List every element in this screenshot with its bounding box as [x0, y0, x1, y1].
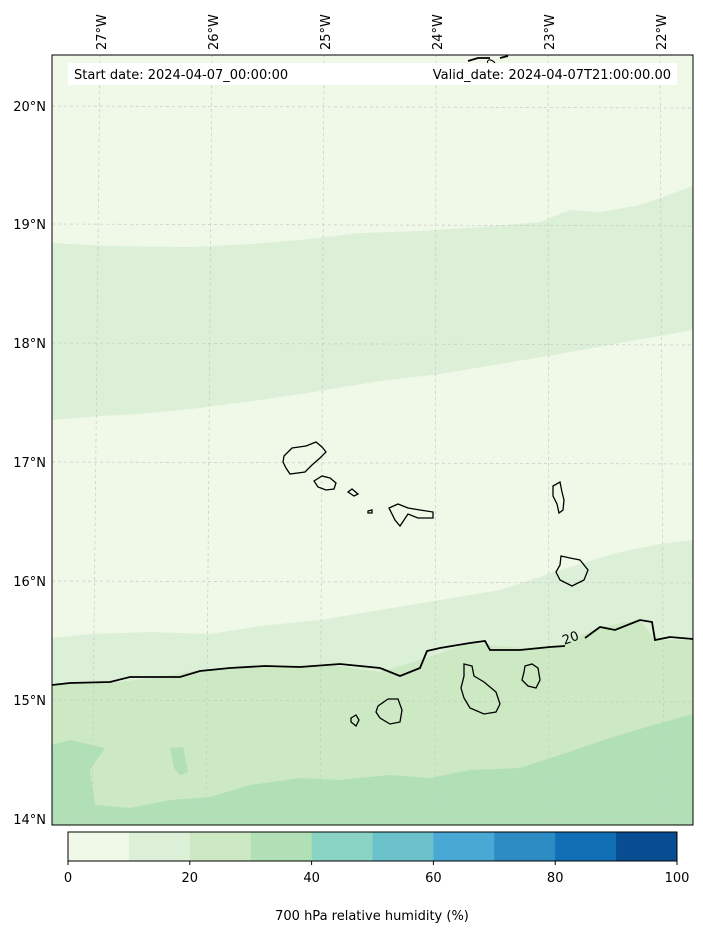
longitude-labels: 27°W 26°W 25°W 24°W 23°W 22°W	[95, 14, 670, 50]
island-sao-nicolau	[388, 503, 434, 528]
colorbar-swatch	[555, 832, 617, 861]
colorbar-swatch	[616, 832, 678, 861]
lat-label-19n: 19°N	[13, 218, 46, 233]
contour-20-line	[52, 619, 693, 686]
colorbar-swatch	[250, 832, 313, 861]
colorbar-tick-0: 0	[64, 871, 72, 886]
lon-label-27w: 27°W	[95, 14, 110, 50]
lon-label-23w: 23°W	[543, 14, 558, 50]
islands	[282, 441, 589, 728]
date-banner-bg	[68, 63, 677, 85]
start-date-label: Start date: 2024-04-07_00:00:00	[74, 68, 288, 83]
colorbar-swatch	[494, 832, 556, 861]
lat-label-16n: 16°N	[13, 575, 46, 590]
colorbar-swatch	[433, 832, 495, 861]
lon-label-24w: 24°W	[431, 14, 446, 50]
colorbar-swatch	[68, 832, 130, 861]
colorbar: 0 20 40 60 80 100 700 hPa relative humid…	[64, 831, 690, 924]
contour-top-fragment	[467, 55, 509, 62]
colorbar-swatch	[128, 832, 191, 861]
island-santa-luzia	[346, 488, 360, 497]
colorbar-label: 700 hPa relative humidity (%)	[275, 909, 469, 924]
island-sal	[552, 480, 565, 515]
colorbar-swatch	[372, 832, 434, 861]
island-boa-vista	[555, 555, 589, 587]
lon-label-26w: 26°W	[207, 14, 222, 50]
map-panel: 20 0 Start date: 2024-04-07_00:00:00 Val…	[52, 55, 693, 825]
colorbar-swatches	[68, 832, 678, 861]
colorbar-frame	[67, 831, 678, 862]
colorbar-swatch	[189, 832, 252, 861]
lon-label-22w: 22°W	[655, 14, 670, 50]
colorbar-swatch	[311, 832, 373, 861]
humidity-band-30-40	[52, 714, 693, 825]
island-santo-antao	[282, 441, 327, 475]
island-fogo	[375, 698, 403, 725]
lat-label-18n: 18°N	[13, 337, 46, 352]
island-santiago	[460, 663, 501, 715]
map-frame	[51, 54, 694, 826]
latitude-labels: 20°N 19°N 18°N 17°N 16°N 15°N 14°N	[13, 100, 46, 828]
lat-label-14n: 14°N	[13, 813, 46, 828]
colorbar-ticks	[67, 861, 678, 865]
colorbar-tick-20: 20	[182, 871, 199, 886]
lat-label-20n: 20°N	[13, 100, 46, 115]
graticule	[52, 55, 693, 825]
contour-label-20: 20	[560, 629, 581, 649]
colorbar-tick-60: 60	[425, 871, 442, 886]
island-brava	[350, 714, 360, 728]
humidity-band-10-20-north	[52, 186, 693, 420]
island-maio	[521, 663, 541, 689]
humidity-patch-30-40	[170, 747, 188, 775]
lat-label-15n: 15°N	[13, 694, 46, 709]
colorbar-tick-40: 40	[303, 871, 320, 886]
island-sao-vicente	[313, 475, 337, 491]
colorbar-tick-80: 80	[547, 871, 564, 886]
island-branco	[367, 509, 373, 514]
lat-label-17n: 17°N	[13, 456, 46, 471]
colorbar-tick-100: 100	[665, 871, 690, 886]
valid-date-label: Valid_date: 2024-04-07T21:00:00.00	[433, 68, 671, 83]
lon-label-25w: 25°W	[319, 14, 334, 50]
